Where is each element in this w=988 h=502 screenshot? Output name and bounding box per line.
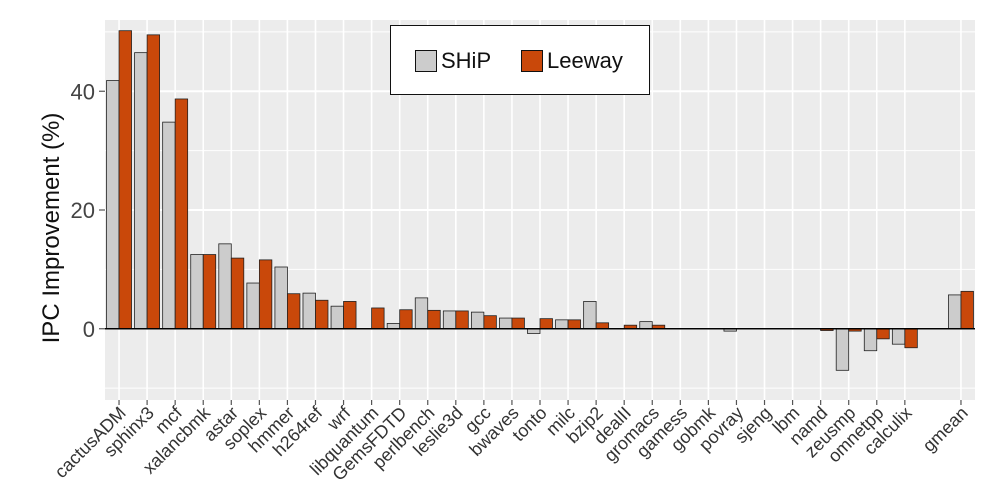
y-tick-label: 0: [83, 317, 95, 342]
bar-leeway: [539, 318, 553, 330]
bar-leeway: [202, 254, 217, 330]
bar-leeway: [904, 328, 918, 349]
bar-leeway: [399, 309, 413, 330]
legend-swatch-leeway: [521, 50, 543, 72]
legend-item-leeway: Leeway: [521, 48, 623, 74]
bar-leeway: [371, 307, 385, 330]
bar-ship: [555, 319, 569, 330]
bar-ship: [162, 121, 176, 330]
bar-leeway: [287, 293, 301, 330]
bar-ship: [218, 243, 232, 330]
y-tick-label: 40: [71, 79, 95, 104]
bar-leeway: [455, 310, 469, 330]
bar-leeway: [483, 315, 497, 330]
bar-ship: [386, 323, 401, 330]
legend-label-leeway: Leeway: [547, 48, 623, 73]
legend-item-ship: SHiP: [415, 48, 491, 74]
bar-ship: [863, 328, 878, 352]
bar-leeway: [315, 299, 329, 330]
bar-ship: [414, 297, 429, 330]
bar-leeway: [146, 34, 160, 330]
bar-leeway: [876, 328, 890, 340]
y-axis-label: IPC Improvement (%): [38, 112, 65, 344]
bar-ship: [891, 328, 906, 345]
legend: SHiP Leeway: [390, 25, 650, 95]
bar-ship: [499, 317, 513, 330]
bar-ship: [106, 80, 120, 330]
bar-ship: [274, 266, 288, 330]
bar-leeway: [230, 257, 245, 330]
bar-ship: [330, 305, 344, 330]
bar-leeway: [258, 259, 273, 330]
bar-leeway: [343, 301, 357, 330]
bar-ship: [190, 254, 204, 330]
bar-ship: [246, 282, 260, 330]
bar-ship: [442, 310, 457, 330]
bar-ship: [835, 328, 850, 371]
x-tick-label: gmean: [919, 403, 972, 456]
bar-leeway: [511, 317, 525, 330]
bar-ship: [470, 311, 485, 330]
bar-leeway: [567, 319, 581, 330]
bar-ship: [948, 294, 962, 330]
bar-leeway: [174, 98, 189, 330]
bar-ship: [583, 301, 597, 330]
bar-leeway: [427, 309, 441, 330]
bar-ship: [639, 321, 653, 330]
bar-ship: [302, 292, 316, 330]
y-tick-label: 20: [71, 198, 95, 223]
bar-ship: [134, 52, 148, 330]
bar-leeway: [595, 322, 610, 330]
bar-leeway: [118, 30, 132, 330]
legend-label-ship: SHiP: [441, 48, 492, 73]
legend-swatch-ship: [415, 50, 437, 72]
bar-leeway: [960, 290, 974, 330]
